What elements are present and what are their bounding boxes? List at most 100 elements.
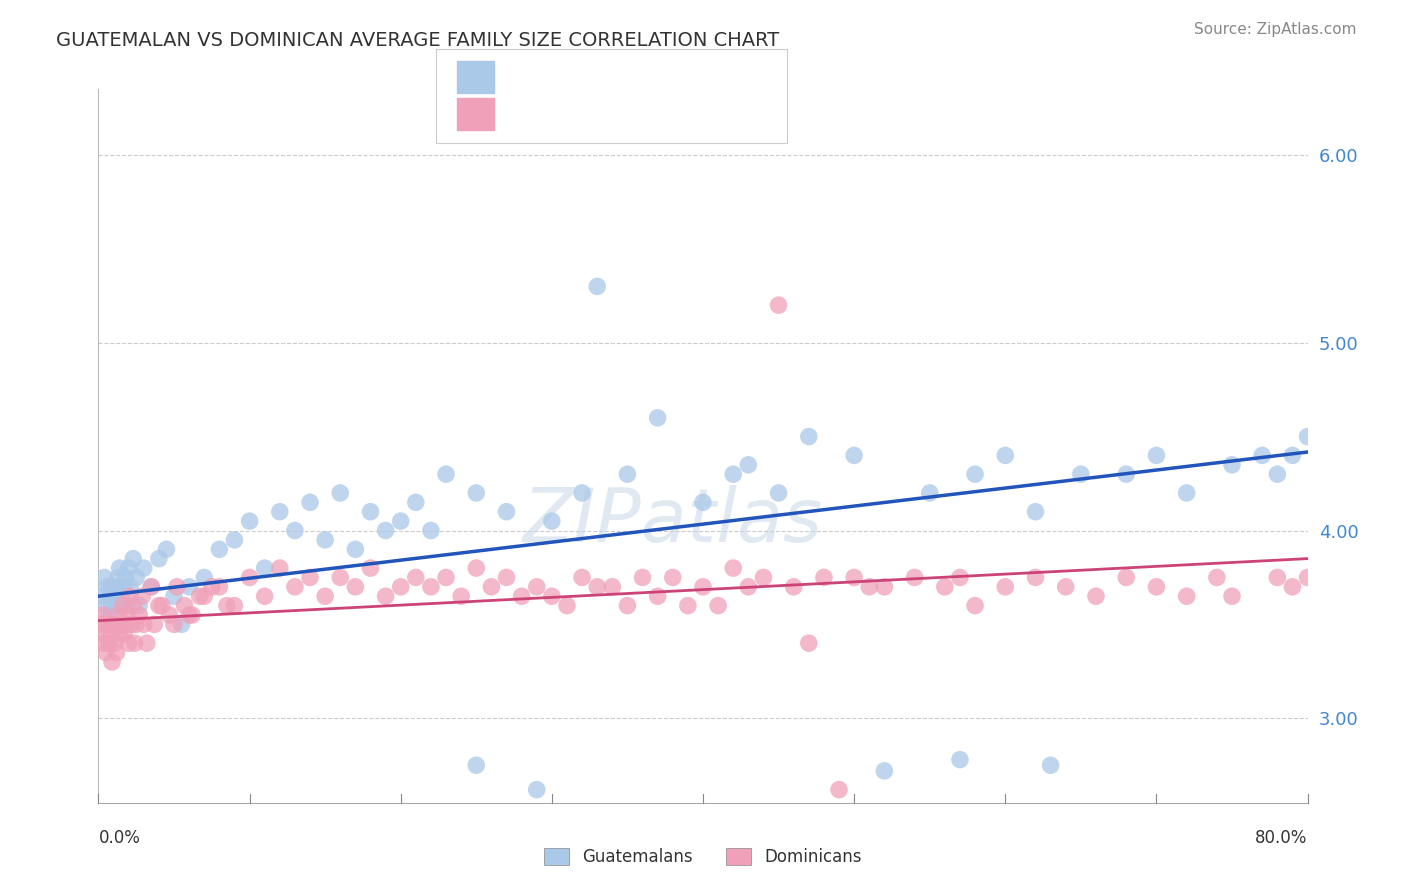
Point bbox=[965, 467, 987, 482]
Point bbox=[188, 589, 211, 603]
Point bbox=[166, 580, 188, 594]
Point bbox=[120, 589, 142, 603]
Point bbox=[949, 753, 972, 767]
Point bbox=[179, 580, 201, 594]
Point bbox=[107, 570, 129, 584]
Point bbox=[132, 561, 155, 575]
Point bbox=[208, 542, 231, 557]
Point bbox=[360, 561, 382, 575]
Point bbox=[586, 279, 609, 293]
Point bbox=[253, 589, 276, 603]
Point bbox=[120, 580, 142, 594]
Point bbox=[783, 580, 806, 594]
Point bbox=[768, 298, 790, 312]
Point bbox=[122, 599, 145, 613]
Point bbox=[707, 599, 730, 613]
Point bbox=[181, 607, 204, 622]
Point bbox=[329, 486, 352, 500]
Point bbox=[215, 599, 238, 613]
Point bbox=[94, 599, 117, 613]
Point bbox=[201, 580, 224, 594]
Point bbox=[586, 580, 609, 594]
Point bbox=[163, 589, 186, 603]
Point bbox=[1296, 429, 1319, 443]
Legend: Guatemalans, Dominicans: Guatemalans, Dominicans bbox=[537, 841, 869, 873]
Point bbox=[269, 505, 291, 519]
Point bbox=[1251, 449, 1274, 463]
Point bbox=[114, 617, 136, 632]
Point bbox=[1085, 589, 1108, 603]
Point bbox=[344, 542, 367, 557]
Point bbox=[1267, 570, 1289, 584]
Point bbox=[98, 636, 121, 650]
Point bbox=[108, 627, 131, 641]
Point bbox=[965, 599, 987, 613]
Point bbox=[193, 570, 215, 584]
Point bbox=[124, 636, 146, 650]
Point bbox=[135, 636, 157, 650]
Point bbox=[994, 449, 1017, 463]
Point bbox=[495, 505, 517, 519]
Point bbox=[692, 580, 714, 594]
Point bbox=[1024, 570, 1046, 584]
Point bbox=[495, 570, 517, 584]
Point bbox=[465, 486, 488, 500]
Point bbox=[420, 580, 443, 594]
Point bbox=[481, 580, 503, 594]
Point bbox=[1267, 467, 1289, 482]
Point bbox=[253, 561, 276, 575]
Text: 0.242: 0.242 bbox=[551, 105, 607, 123]
Point bbox=[1281, 580, 1303, 594]
Point bbox=[141, 580, 163, 594]
Point bbox=[1115, 570, 1137, 584]
Point bbox=[344, 580, 367, 594]
Point bbox=[91, 589, 114, 603]
Point bbox=[173, 599, 195, 613]
Point bbox=[540, 589, 562, 603]
Point bbox=[96, 617, 118, 632]
Point bbox=[647, 589, 669, 603]
Point bbox=[676, 599, 699, 613]
Point bbox=[105, 646, 128, 660]
Point bbox=[131, 589, 153, 603]
Point bbox=[405, 495, 427, 509]
Point bbox=[148, 599, 170, 613]
Text: 80.0%: 80.0% bbox=[1256, 829, 1308, 847]
Point bbox=[858, 580, 880, 594]
Point bbox=[89, 617, 111, 632]
Point bbox=[163, 617, 186, 632]
Point bbox=[934, 580, 956, 594]
Text: ZIPatlas: ZIPatlas bbox=[523, 485, 823, 558]
Point bbox=[108, 561, 131, 575]
Point bbox=[904, 570, 927, 584]
Point bbox=[465, 561, 488, 575]
Text: N =: N = bbox=[621, 105, 661, 123]
Point bbox=[1175, 486, 1198, 500]
Point bbox=[450, 589, 472, 603]
Point bbox=[1296, 570, 1319, 584]
Point bbox=[239, 570, 262, 584]
Point bbox=[1054, 580, 1077, 594]
Point bbox=[314, 533, 336, 547]
Point bbox=[94, 646, 117, 660]
Point bbox=[1220, 458, 1243, 472]
Point bbox=[918, 486, 941, 500]
Point bbox=[110, 589, 132, 603]
Point bbox=[118, 561, 141, 575]
Point bbox=[1206, 570, 1229, 584]
Point bbox=[844, 449, 866, 463]
Point bbox=[1175, 589, 1198, 603]
Point bbox=[374, 524, 396, 538]
Point bbox=[179, 607, 201, 622]
Point bbox=[1146, 449, 1168, 463]
Point bbox=[616, 599, 638, 613]
Point bbox=[128, 607, 150, 622]
Point bbox=[797, 636, 820, 650]
Point bbox=[1070, 467, 1092, 482]
Point bbox=[143, 617, 166, 632]
Text: R =: R = bbox=[505, 69, 544, 87]
Point bbox=[103, 589, 125, 603]
Point bbox=[1146, 580, 1168, 594]
Point bbox=[208, 580, 231, 594]
Point bbox=[389, 514, 412, 528]
